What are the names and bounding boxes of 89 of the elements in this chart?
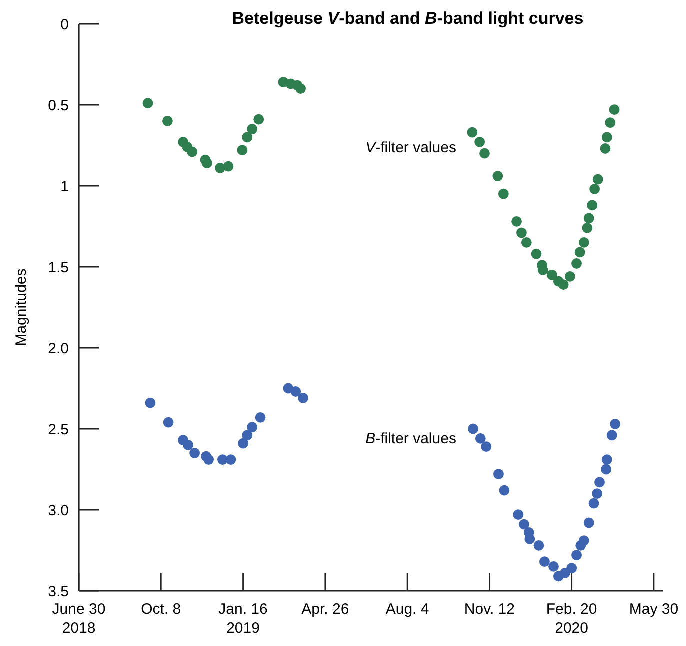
point xyxy=(584,518,594,528)
point xyxy=(518,519,530,530)
point xyxy=(162,116,173,126)
point xyxy=(247,422,258,433)
y-tick-label: 0.5 xyxy=(48,97,69,114)
point xyxy=(566,563,578,574)
point xyxy=(578,238,590,248)
point xyxy=(534,540,544,551)
point xyxy=(480,148,490,159)
point xyxy=(190,448,200,458)
point xyxy=(582,222,593,234)
point xyxy=(590,184,600,194)
point xyxy=(572,550,582,561)
point xyxy=(296,84,306,94)
point xyxy=(494,469,504,480)
point xyxy=(513,510,524,520)
point xyxy=(255,412,266,423)
point xyxy=(183,440,194,450)
point xyxy=(594,477,605,488)
point xyxy=(602,132,612,143)
point xyxy=(254,114,264,125)
y-tick-label: 2.5 xyxy=(48,421,69,438)
point xyxy=(600,144,611,154)
point xyxy=(588,498,600,509)
point xyxy=(204,454,214,465)
point xyxy=(499,485,510,496)
point xyxy=(247,124,258,134)
series-label: V-filter values xyxy=(366,139,456,156)
point xyxy=(584,213,594,224)
x-tick-label: May 30 xyxy=(629,601,679,618)
x-tick-label: June 30 2018 xyxy=(52,601,106,637)
x-tick-label: Feb. 20 2020 xyxy=(546,601,598,637)
point xyxy=(605,118,616,128)
point xyxy=(202,158,212,169)
chart-title: Betelgeuse V-band and B-band light curves xyxy=(232,9,584,28)
x-tick-label: Nov. 12 xyxy=(464,601,515,618)
point xyxy=(242,132,253,143)
point xyxy=(512,216,522,227)
point xyxy=(238,438,248,449)
point xyxy=(609,104,620,116)
y-axis-title: Magnitudes xyxy=(13,268,30,346)
point xyxy=(572,258,582,269)
x-tick-label: Apr. 26 xyxy=(302,601,350,618)
point xyxy=(587,200,598,211)
point xyxy=(474,137,486,148)
point xyxy=(531,248,542,260)
point xyxy=(498,188,509,200)
y-tick-label: 3.0 xyxy=(48,502,69,520)
series-label: B-filter values xyxy=(366,430,456,448)
y-tick-label: 1.5 xyxy=(48,259,69,276)
point xyxy=(226,454,236,465)
x-tick-label: Jan. 16 2019 xyxy=(218,601,268,637)
point xyxy=(610,418,621,430)
point xyxy=(467,127,478,138)
point xyxy=(606,430,618,441)
x-tick-label: Oct. 8 xyxy=(141,601,182,618)
point xyxy=(592,488,602,499)
point xyxy=(524,534,536,544)
point xyxy=(578,536,590,546)
point xyxy=(475,434,486,444)
point xyxy=(574,247,586,258)
point xyxy=(290,386,302,397)
point xyxy=(142,98,154,109)
point xyxy=(601,464,612,475)
point xyxy=(298,393,308,404)
point xyxy=(163,417,174,428)
point xyxy=(468,424,478,434)
x-tick-label: Aug. 4 xyxy=(386,601,430,618)
point xyxy=(592,174,604,185)
point xyxy=(548,562,559,572)
point xyxy=(187,146,198,158)
point xyxy=(237,145,248,156)
point xyxy=(558,280,569,290)
point xyxy=(564,272,576,282)
point xyxy=(540,556,550,568)
point xyxy=(492,171,504,182)
point xyxy=(546,270,558,280)
point xyxy=(521,238,532,248)
point xyxy=(242,430,253,441)
point xyxy=(223,161,234,172)
y-tick-label: 0 xyxy=(60,16,69,34)
y-tick-label: 2.0 xyxy=(48,340,69,358)
y-tick-label: 3.5 xyxy=(48,583,69,600)
point xyxy=(538,265,548,276)
point xyxy=(481,442,492,452)
point xyxy=(602,454,612,465)
point xyxy=(516,228,527,238)
point xyxy=(145,398,156,408)
y-tick-label: 1 xyxy=(60,178,69,196)
